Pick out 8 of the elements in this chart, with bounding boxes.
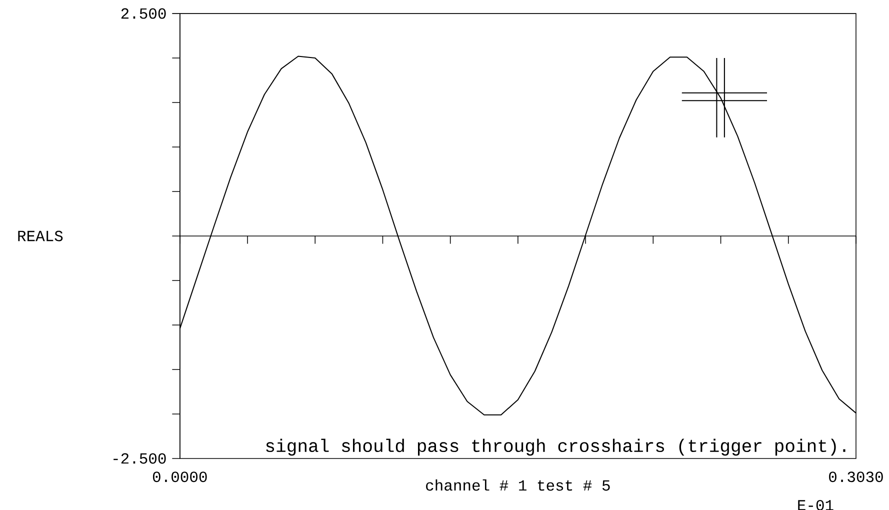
x-axis-title: channel # 1 test # 5 — [426, 479, 610, 490]
x-tick-label: 0.3030 — [829, 471, 883, 482]
annotation: signal should pass through crosshairs (trigger point). — [266, 438, 846, 456]
y-tick-label: -2.500 — [114, 452, 166, 464]
x-tick-label: 0.0000 — [152, 471, 207, 482]
y-tick-label: 2.500 — [121, 8, 166, 19]
text: E-01 — [798, 500, 834, 510]
y-axis-title: REALS — [18, 230, 63, 242]
